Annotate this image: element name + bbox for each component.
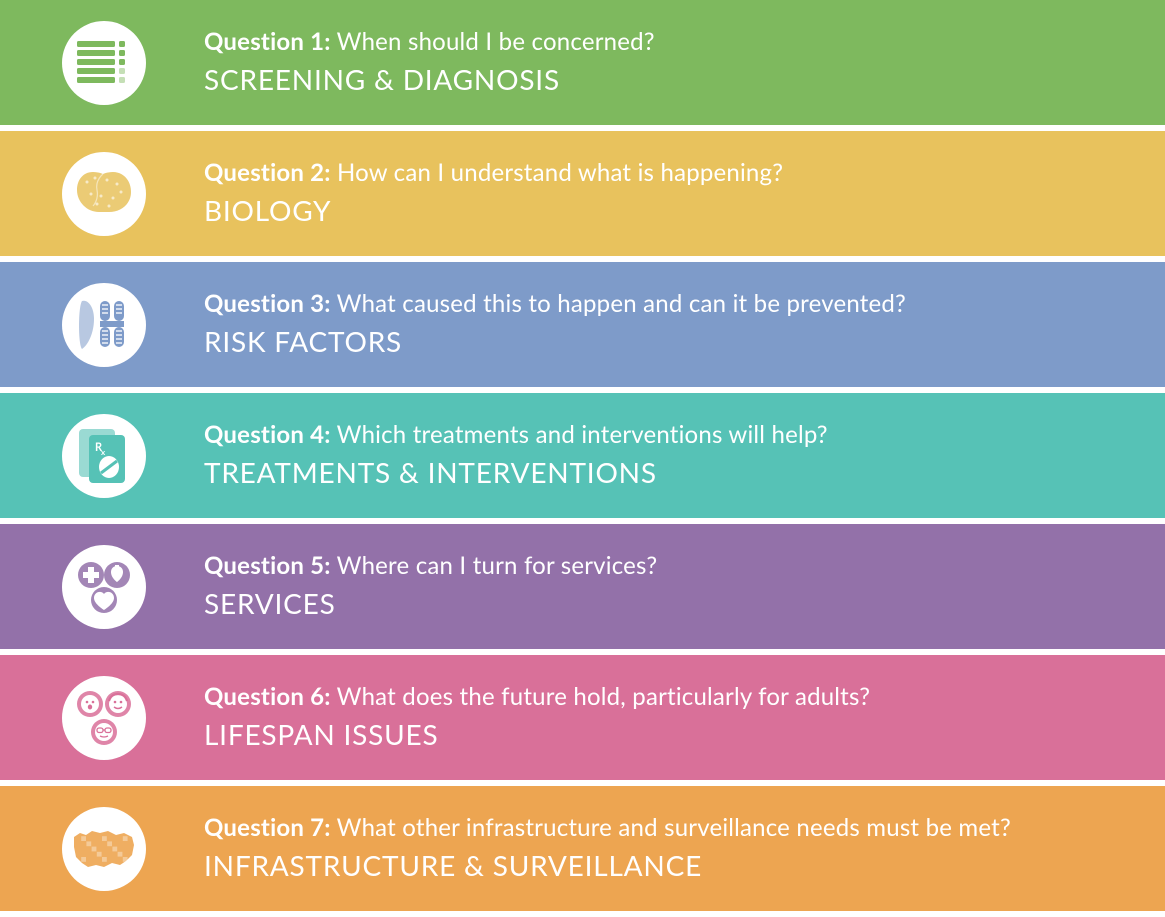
question-line: Question 2: How can I understand what is… (204, 157, 783, 189)
row-text-block: Question 3: What caused this to happen a… (204, 288, 906, 360)
services-icon (62, 545, 146, 629)
question-row-6[interactable]: Question 6: What does the future hold, p… (0, 655, 1165, 780)
question-text: What caused this to happen and can it be… (337, 289, 906, 318)
question-label: Question 3: (204, 289, 331, 318)
question-text: How can I understand what is happening? (337, 158, 783, 187)
question-label: Question 4: (204, 420, 331, 449)
question-line: Question 4: Which treatments and interve… (204, 419, 828, 451)
question-row-7[interactable]: Question 7: What other infrastructure an… (0, 786, 1165, 911)
question-text: Where can I turn for services? (337, 551, 658, 580)
row-text-block: Question 4: Which treatments and interve… (204, 419, 828, 491)
topic-title: LIFESPAN ISSUES (204, 716, 870, 754)
topic-title: SERVICES (204, 585, 657, 623)
question-text: What does the future hold, particularly … (337, 682, 871, 711)
topic-title: BIOLOGY (204, 192, 783, 230)
question-row-3[interactable]: Question 3: What caused this to happen a… (0, 262, 1165, 387)
row-text-block: Question 6: What does the future hold, p… (204, 681, 870, 753)
topic-title: SCREENING & DIAGNOSIS (204, 61, 655, 99)
checklist-icon (62, 21, 146, 105)
row-text-block: Question 1: When should I be concerned?S… (204, 26, 655, 98)
question-label: Question 1: (204, 27, 331, 56)
question-label: Question 6: (204, 682, 331, 711)
row-text-block: Question 2: How can I understand what is… (204, 157, 783, 229)
question-line: Question 1: When should I be concerned? (204, 26, 655, 58)
question-row-1[interactable]: Question 1: When should I be concerned?S… (0, 0, 1165, 125)
row-text-block: Question 5: Where can I turn for service… (204, 550, 657, 622)
question-label: Question 5: (204, 551, 331, 580)
question-label: Question 7: (204, 813, 331, 842)
question-line: Question 6: What does the future hold, p… (204, 681, 870, 713)
question-text: When should I be concerned? (337, 27, 655, 56)
question-line: Question 7: What other infrastructure an… (204, 812, 1011, 844)
map-icon (62, 807, 146, 891)
prescription-icon: R x (62, 414, 146, 498)
chromosome-icon (62, 283, 146, 367)
question-label: Question 2: (204, 158, 331, 187)
question-row-2[interactable]: Question 2: How can I understand what is… (0, 131, 1165, 256)
question-row-4[interactable]: R x Question 4: Which treatments and int… (0, 393, 1165, 518)
topic-title: INFRASTRUCTURE & SURVEILLANCE (204, 847, 1011, 885)
brain-icon (62, 152, 146, 236)
topic-title: RISK FACTORS (204, 323, 906, 361)
question-row-5[interactable]: Question 5: Where can I turn for service… (0, 524, 1165, 649)
questions-list: Question 1: When should I be concerned?S… (0, 0, 1165, 911)
topic-title: TREATMENTS & INTERVENTIONS (204, 454, 828, 492)
faces-icon (62, 676, 146, 760)
question-line: Question 5: Where can I turn for service… (204, 550, 657, 582)
question-line: Question 3: What caused this to happen a… (204, 288, 906, 320)
question-text: Which treatments and interventions will … (337, 420, 828, 449)
question-text: What other infrastructure and surveillan… (337, 813, 1011, 842)
row-text-block: Question 7: What other infrastructure an… (204, 812, 1011, 884)
